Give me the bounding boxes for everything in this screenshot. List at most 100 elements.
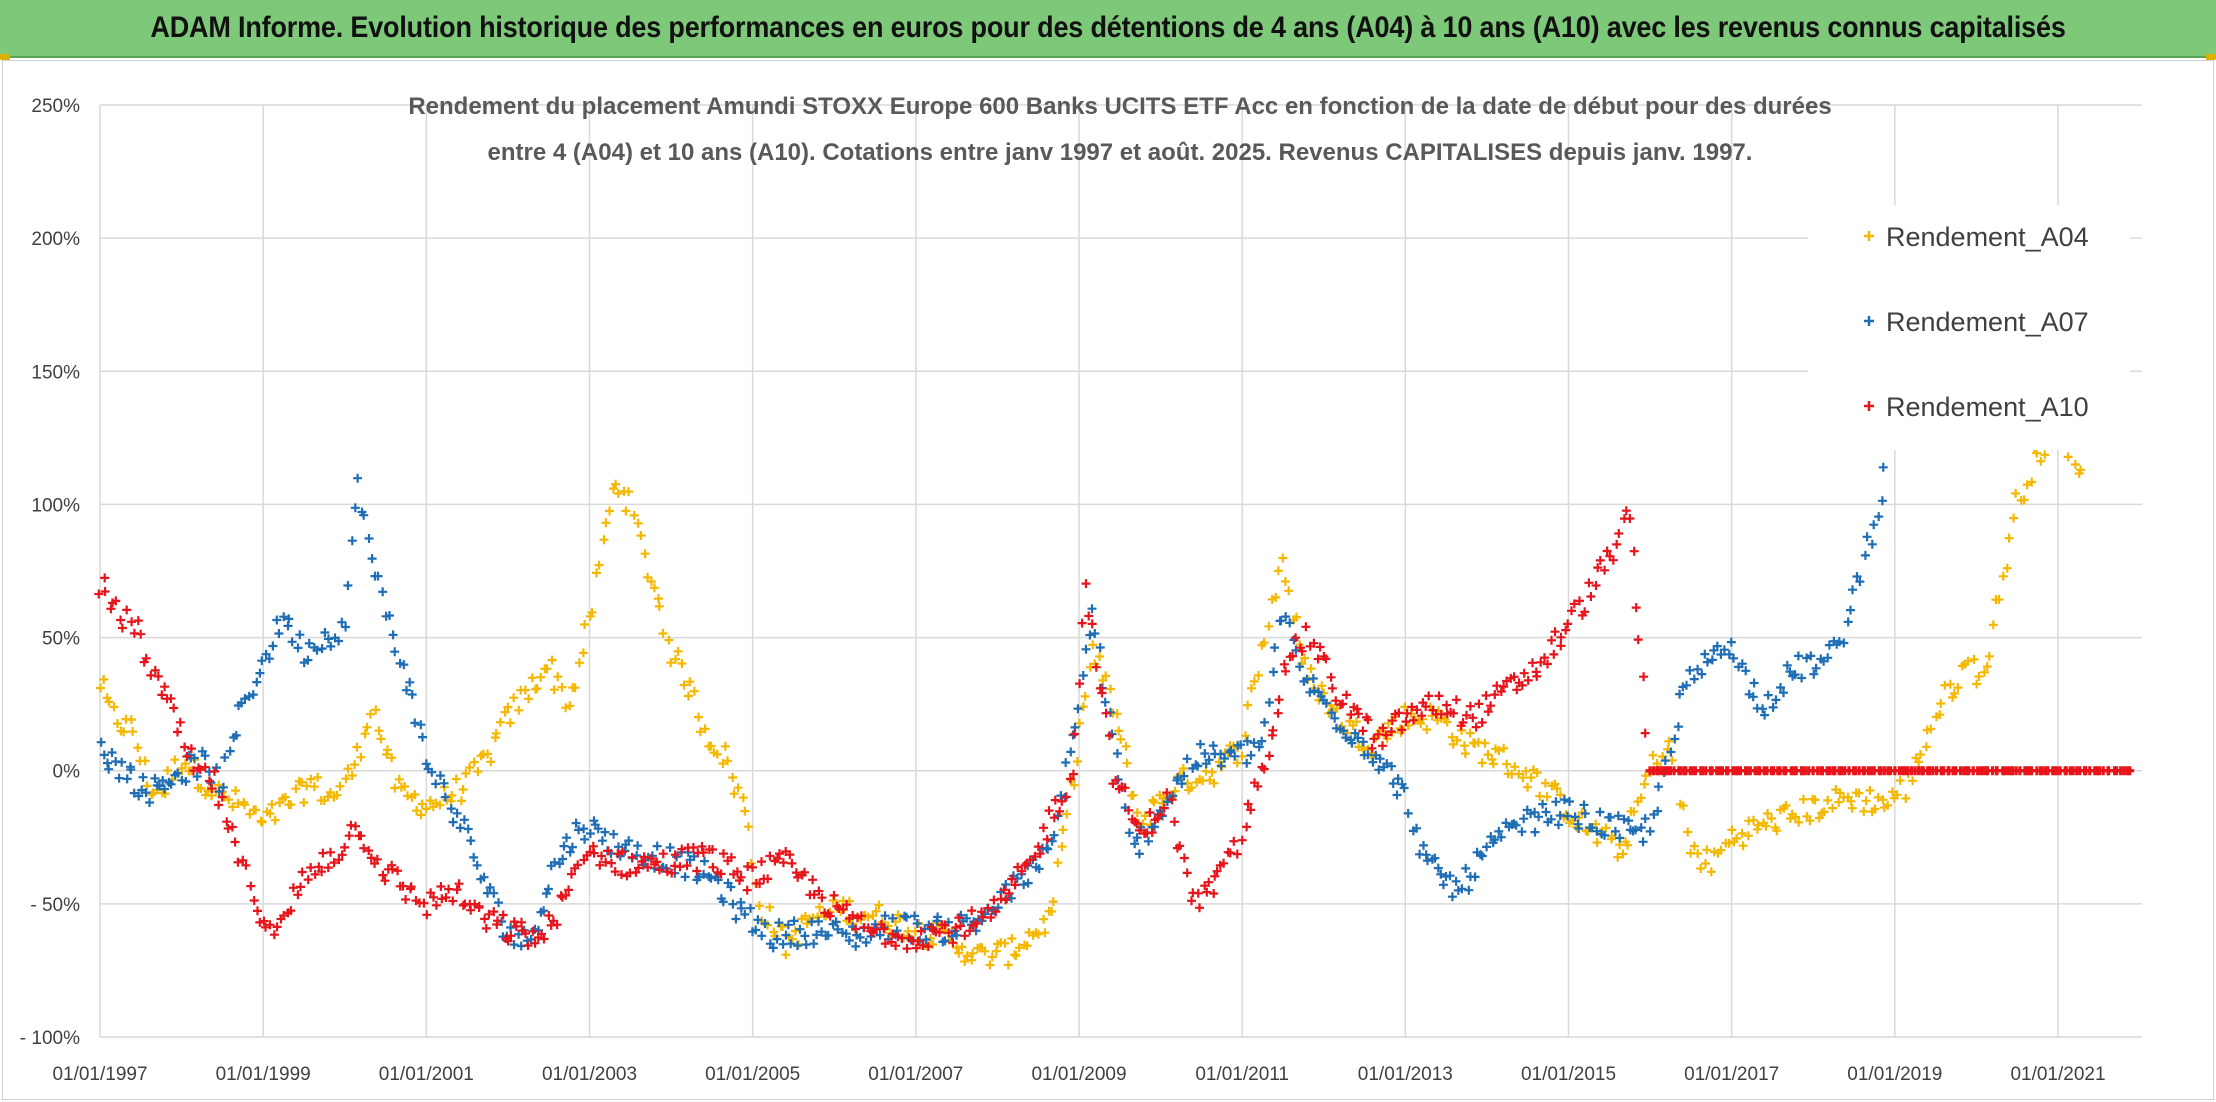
data-point (960, 931, 970, 941)
data-point (671, 654, 681, 664)
data-point (1782, 660, 1792, 670)
data-point (441, 893, 451, 902)
data-point (658, 629, 668, 638)
data-point (1768, 702, 1778, 712)
data-point (309, 782, 319, 792)
data-point (1697, 669, 1707, 679)
data-point (323, 863, 333, 873)
data-point (1517, 680, 1527, 690)
data-point (1874, 512, 1884, 522)
data-point (1523, 675, 1533, 685)
data-point (1519, 814, 1529, 824)
data-point (561, 890, 571, 900)
x-tick-label: 01/01/2021 (2010, 1064, 2105, 1085)
data-point (1470, 872, 1480, 882)
data-point (455, 823, 465, 833)
data-point (458, 785, 468, 794)
data-point (1338, 726, 1348, 736)
data-point (1246, 683, 1256, 693)
data-point (1540, 778, 1550, 788)
data-point (104, 697, 114, 707)
data-point (1936, 699, 1946, 708)
data-point (128, 727, 138, 737)
data-point (295, 630, 305, 640)
data-point (334, 855, 344, 865)
data-point (1451, 876, 1461, 886)
data-point (1860, 550, 1870, 560)
data-point (1809, 669, 1819, 679)
data-point (891, 941, 901, 951)
data-point (732, 867, 742, 877)
legend[interactable]: Rendement_A04 Rendement_A07 Rendement_A10 (1864, 222, 2089, 422)
data-point (359, 843, 369, 853)
data-point (200, 751, 210, 761)
data-point (629, 510, 639, 520)
data-point (1280, 577, 1290, 586)
data-point (1049, 813, 1059, 823)
data-point (667, 868, 677, 878)
data-point (181, 759, 190, 769)
data-point (1130, 839, 1140, 849)
data-point (570, 683, 580, 693)
data-point (603, 846, 613, 856)
data-point (227, 822, 237, 832)
x-tick-label: 01/01/2003 (542, 1064, 637, 1085)
data-point (1044, 806, 1054, 816)
data-point (989, 895, 999, 905)
data-point (1442, 700, 1452, 710)
data-point (1873, 792, 1883, 802)
legend-label: Rendement_A04 (1886, 222, 2089, 252)
data-point (1600, 830, 1609, 840)
data-point (967, 906, 977, 916)
data-point (1512, 685, 1522, 695)
data-point (595, 860, 605, 870)
data-point (800, 931, 810, 941)
x-tick-label: 01/01/2007 (868, 1064, 963, 1085)
data-point (1761, 821, 1771, 831)
data-point (374, 726, 384, 736)
data-point (366, 853, 376, 863)
data-point (1465, 701, 1475, 711)
data-point (1259, 638, 1269, 648)
data-point (755, 879, 765, 889)
data-point (407, 690, 417, 699)
data-point (362, 722, 372, 732)
data-point (1276, 616, 1286, 626)
data-point (312, 645, 322, 655)
data-point (1502, 759, 1512, 769)
data-point (94, 589, 104, 599)
legend-item-Rendement_A10[interactable]: Rendement_A10 (1864, 392, 2089, 422)
data-point (272, 922, 282, 932)
data-point (1763, 690, 1773, 700)
data-point (1640, 728, 1650, 738)
data-point (297, 867, 307, 877)
data-point (1526, 773, 1536, 783)
data-point (855, 932, 865, 942)
data-point (200, 762, 210, 772)
data-point (888, 929, 898, 939)
data-point (1242, 758, 1252, 768)
data-point (800, 867, 809, 877)
data-point (122, 605, 132, 615)
data-point (772, 854, 782, 864)
legend-item-Rendement_A04[interactable]: Rendement_A04 (1864, 222, 2089, 252)
data-point (347, 771, 357, 780)
data-point (940, 936, 950, 946)
data-point (1586, 592, 1596, 601)
data-point (287, 637, 297, 647)
data-point (1814, 813, 1824, 823)
data-point (253, 906, 262, 916)
legend-item-Rendement_A07[interactable]: Rendement_A07 (1864, 307, 2089, 337)
data-point (646, 854, 656, 863)
data-point (1042, 834, 1052, 844)
data-point (851, 941, 861, 951)
data-point (720, 741, 730, 751)
data-point (1049, 830, 1059, 840)
data-point (1249, 738, 1259, 748)
data-point (738, 793, 748, 803)
data-point (1636, 793, 1646, 803)
data-point (422, 910, 432, 920)
data-point (1269, 667, 1278, 677)
data-point (344, 831, 354, 841)
data-point (1878, 795, 1888, 805)
